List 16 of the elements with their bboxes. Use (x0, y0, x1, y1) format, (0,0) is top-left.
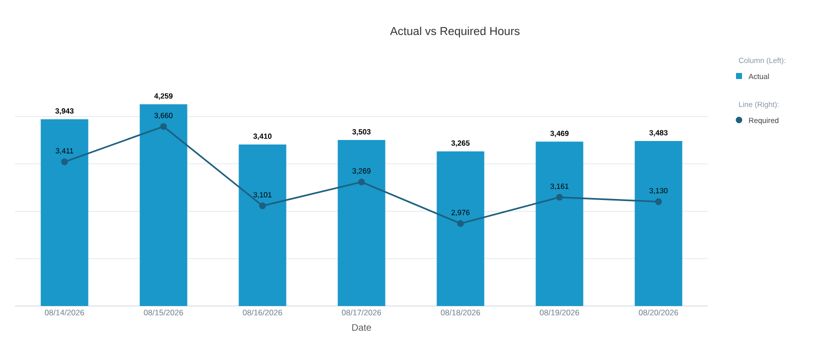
bar (238, 144, 286, 306)
bar (536, 142, 584, 306)
point (259, 202, 266, 210)
point (61, 158, 68, 166)
point (358, 178, 365, 186)
bar (634, 140, 682, 306)
point (655, 198, 662, 206)
x-axis-title: Date (352, 324, 372, 331)
bar (338, 140, 386, 306)
chart-title: Actual vs Required Hours (390, 26, 520, 38)
point (457, 220, 464, 227)
bar (436, 151, 484, 306)
bar (140, 104, 188, 306)
point (556, 194, 563, 201)
point (160, 123, 167, 130)
bar (40, 119, 88, 306)
